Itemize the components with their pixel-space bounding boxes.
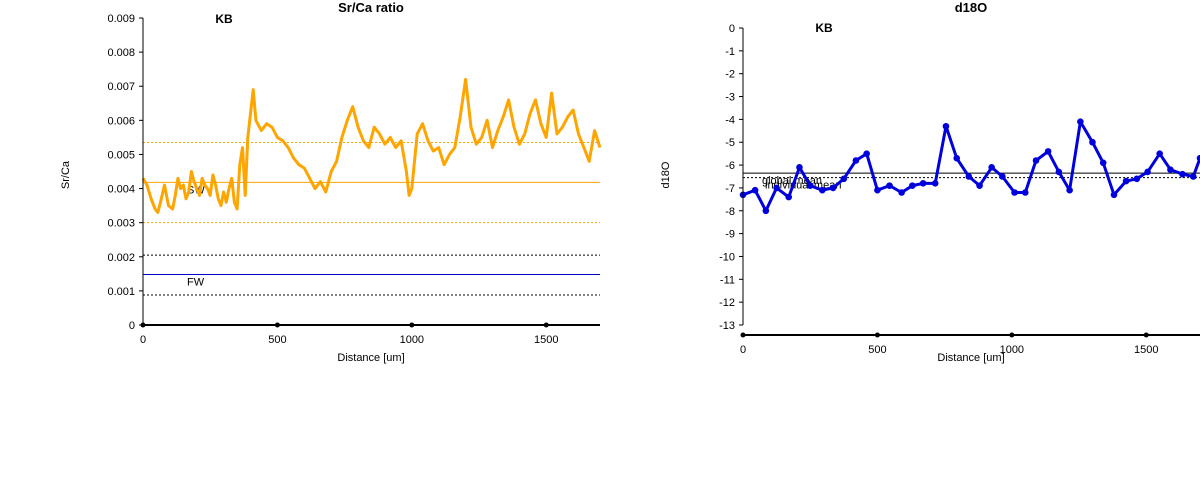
data-point — [819, 187, 826, 194]
y-tick-label: -12 — [719, 297, 735, 309]
y-tick-label: -13 — [719, 320, 735, 332]
x-tick-dot — [275, 323, 280, 328]
data-point — [1134, 175, 1141, 182]
x-tick-dot — [409, 323, 414, 328]
y-tick-label: -5 — [725, 137, 735, 149]
series-line — [743, 122, 1200, 211]
data-point — [1066, 187, 1073, 194]
y-tick-label: -10 — [719, 251, 735, 263]
y-tick-label: 0.003 — [107, 218, 135, 230]
y-tick-label: 0.005 — [107, 149, 135, 161]
data-point — [988, 164, 995, 171]
data-point — [853, 157, 860, 164]
y-tick-label: 0.009 — [107, 13, 135, 25]
srca-axes: 0 0.001 0.002 0.003 0.004 0.005 0.006 0.007 0.00… — [107, 13, 600, 346]
y-tick-label: 0.002 — [107, 252, 135, 264]
data-point — [953, 155, 960, 162]
data-point — [1123, 178, 1130, 185]
data-point — [976, 182, 983, 189]
y-tick-label: -4 — [725, 114, 735, 126]
data-point — [920, 180, 927, 187]
y-tick-label: -8 — [725, 206, 735, 218]
srca-series-group — [143, 79, 600, 212]
reference-line-label: FW — [187, 277, 205, 289]
data-point — [830, 185, 837, 192]
y-tick-label: -1 — [725, 46, 735, 58]
data-point — [1100, 159, 1107, 166]
data-point — [796, 164, 803, 171]
data-point — [785, 194, 792, 201]
x-tick-dot — [141, 323, 146, 328]
y-tick-label: -11 — [720, 274, 735, 286]
d18o-chart-title: d18O — [955, 0, 988, 15]
data-point — [773, 185, 780, 192]
y-tick-label: -6 — [725, 160, 735, 172]
data-point — [966, 173, 973, 180]
d18o-chart: d18O KB Distance [um] d18O global meanin… — [660, 0, 1200, 364]
data-point — [898, 189, 905, 196]
data-point — [1045, 148, 1052, 155]
y-tick-label: -3 — [725, 92, 735, 104]
x-tick-dot — [1009, 333, 1014, 338]
y-tick-label: 0.006 — [107, 115, 135, 127]
y-tick-label: 0.007 — [107, 81, 135, 93]
y-tick-label: 0 — [729, 23, 735, 35]
x-tick-label: 1000 — [400, 334, 424, 346]
srca-chart-title: Sr/Ca ratio — [338, 0, 404, 15]
y-tick-label: -9 — [725, 229, 735, 241]
data-point — [1190, 173, 1197, 180]
data-point — [1056, 169, 1063, 176]
d18o-series-group — [740, 118, 1200, 214]
data-point — [807, 182, 814, 189]
d18o-y-axis-label: d18O — [660, 161, 672, 188]
data-point — [874, 187, 881, 194]
x-tick-dot — [544, 323, 549, 328]
x-tick-label: 1500 — [1134, 344, 1158, 356]
x-tick-label: 500 — [268, 334, 286, 346]
y-tick-label: 0.008 — [107, 47, 135, 59]
data-point — [841, 175, 848, 182]
x-tick-dot — [1144, 333, 1149, 338]
d18o-x-axis-label: Distance [um] — [937, 352, 1004, 364]
data-point — [1156, 150, 1163, 157]
data-point — [943, 123, 950, 130]
data-point — [752, 187, 759, 194]
y-tick-label: 0.001 — [107, 286, 135, 298]
y-tick-label: 0.004 — [107, 184, 135, 196]
y-tick-label: 0 — [129, 320, 135, 332]
y-tick-label: -7 — [725, 183, 735, 195]
data-point — [932, 180, 939, 187]
data-point — [1033, 157, 1040, 164]
data-point — [763, 207, 770, 214]
data-point — [1111, 191, 1118, 198]
srca-chart-tag: KB — [215, 12, 233, 26]
x-tick-dot — [875, 333, 880, 338]
x-tick-label: 1500 — [534, 334, 558, 346]
y-tick-label: -2 — [725, 69, 735, 81]
data-point — [1022, 189, 1029, 196]
x-tick-dot — [741, 333, 746, 338]
x-tick-label: 1000 — [1000, 344, 1024, 356]
data-point — [1077, 118, 1084, 125]
data-point — [863, 150, 870, 157]
srca-chart: Sr/Ca ratio KB Distance [um] Sr/Ca SWFW … — [60, 0, 600, 364]
srca-y-axis-label: Sr/Ca — [60, 160, 72, 189]
data-point — [909, 182, 916, 189]
x-tick-label: 0 — [740, 344, 746, 356]
data-point — [1144, 169, 1151, 176]
data-point — [1179, 171, 1186, 178]
series-line — [143, 79, 600, 212]
data-point — [886, 182, 893, 189]
data-point — [1167, 166, 1174, 173]
x-tick-label: 0 — [140, 334, 146, 346]
d18o-chart-tag: KB — [815, 21, 833, 35]
data-point — [1089, 139, 1096, 146]
x-tick-label: 500 — [868, 344, 886, 356]
srca-x-axis-label: Distance [um] — [337, 352, 404, 364]
data-point — [999, 173, 1006, 180]
data-point — [1011, 189, 1018, 196]
